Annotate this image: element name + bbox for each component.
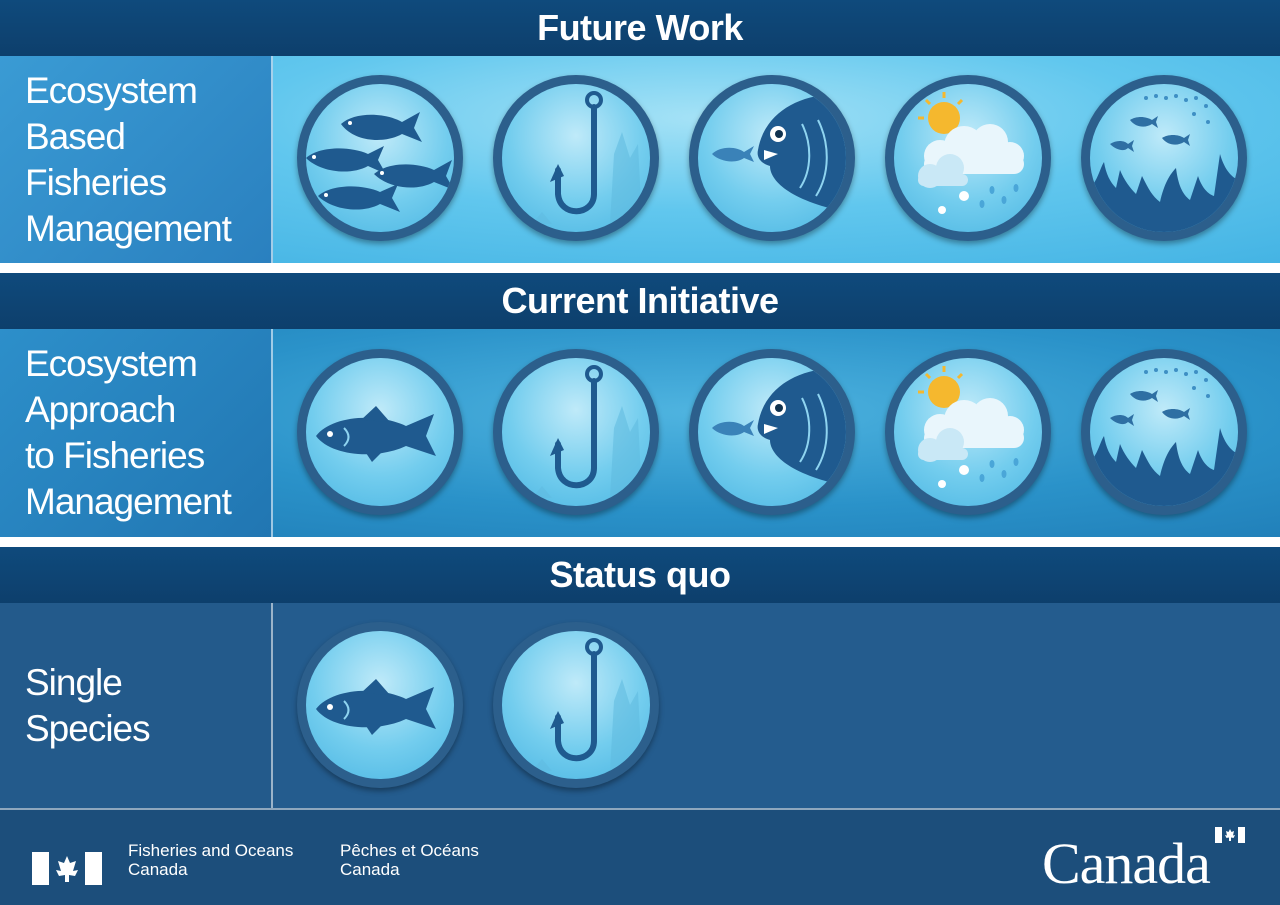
section-current-initiative: Current Initiative Ecosystem Approach to… <box>0 273 1280 537</box>
department-name-line: Canada <box>128 860 188 879</box>
row-label-line: to Fisheries <box>25 435 205 476</box>
section-future-work: Future Work Ecosystem Based Fisheries Ma… <box>0 0 1280 263</box>
row-label-line: Ecosystem <box>25 343 198 384</box>
single-fish-icon <box>297 622 463 788</box>
section-body: Ecosystem Based Fisheries Management <box>0 56 1280 263</box>
section-title: Future Work <box>537 7 743 48</box>
section-header: Future Work <box>0 0 1280 56</box>
row-label-line: Ecosystem <box>25 69 198 111</box>
predator-fish-icon <box>689 75 855 241</box>
weather-icon <box>885 349 1051 515</box>
department-name-line: Pêches et Océans <box>340 841 479 860</box>
row-label-line: Single <box>25 661 123 703</box>
predator-fish-icon <box>689 349 855 515</box>
row-label-line: Based <box>25 115 126 157</box>
wordmark-text: Canada <box>1042 831 1211 896</box>
single-fish-icon <box>297 349 463 515</box>
section-header: Current Initiative <box>0 273 1280 329</box>
footer: Fisheries and Oceans Canada Pêches et Oc… <box>0 808 1280 905</box>
row-label: Ecosystem Based Fisheries Management <box>0 56 273 263</box>
section-status-quo: Status quo Single Species <box>0 547 1280 808</box>
row-label-line: Species <box>25 707 151 749</box>
row-label: Single Species <box>0 603 273 808</box>
section-body: Single Species <box>0 603 1280 808</box>
canada-flag-icon <box>32 852 102 885</box>
section-divider <box>0 263 1280 273</box>
wordmark-flag-icon <box>1215 827 1245 843</box>
fish-school-icon <box>297 75 463 241</box>
row-label-line: Fisheries <box>25 161 167 203</box>
department-name-english: Fisheries and Oceans Canada <box>128 841 293 879</box>
reef-habitat-icon <box>1081 349 1247 515</box>
canada-wordmark: Canada <box>1042 827 1247 893</box>
fishing-hook-icon <box>493 75 659 241</box>
section-body: Ecosystem Approach to Fisheries Manageme… <box>0 329 1280 537</box>
row-label: Ecosystem Approach to Fisheries Manageme… <box>0 329 273 537</box>
section-header: Status quo <box>0 547 1280 603</box>
fishing-hook-icon <box>493 622 659 788</box>
icons-row <box>275 56 1280 263</box>
row-label-line: Management <box>25 481 232 522</box>
section-title: Status quo <box>549 554 732 595</box>
section-divider <box>0 537 1280 547</box>
department-name-line: Canada <box>340 860 400 879</box>
department-name-french: Pêches et Océans Canada <box>340 841 479 879</box>
section-title: Current Initiative <box>501 280 779 321</box>
row-label-line: Approach <box>25 389 176 430</box>
fishing-hook-icon <box>493 349 659 515</box>
row-label-line: Management <box>25 207 232 249</box>
weather-icon <box>885 75 1051 241</box>
icons-row <box>275 603 1280 808</box>
department-name-line: Fisheries and Oceans <box>128 841 294 860</box>
reef-habitat-icon <box>1081 75 1247 241</box>
icons-row <box>275 329 1280 537</box>
